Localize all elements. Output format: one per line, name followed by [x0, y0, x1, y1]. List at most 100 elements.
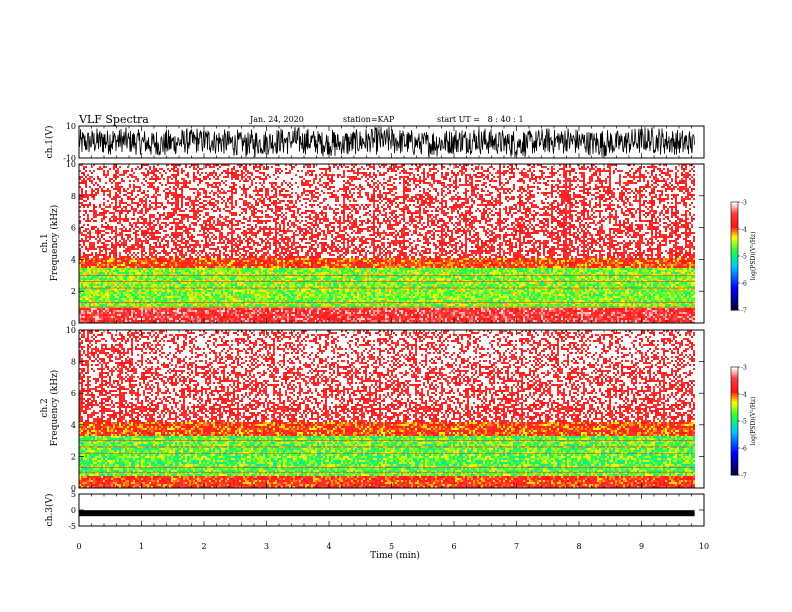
spectrogram-cell: [193, 210, 195, 212]
spectrogram-cell: [219, 296, 221, 298]
spectrogram-cell: [181, 298, 183, 300]
spectrogram-cell: [235, 286, 237, 288]
spectrogram-cell: [231, 198, 233, 200]
spectrogram-cell: [205, 314, 207, 316]
spectrogram-cell: [175, 208, 177, 210]
spectrogram-cell: [195, 168, 197, 170]
spectrogram-cell: [131, 206, 133, 208]
spectrogram-cell: [129, 266, 131, 268]
spectrogram-cell: [97, 214, 99, 216]
spectrogram-cell: [197, 172, 199, 174]
spectrogram-cell: [233, 238, 235, 240]
spectrogram-cell: [135, 240, 137, 242]
spectrogram-cell: [237, 246, 239, 248]
spectrogram-cell: [137, 226, 139, 228]
spectrogram-cell: [125, 286, 127, 288]
spectrogram-cell: [237, 240, 239, 242]
spectrogram-cell: [95, 278, 97, 280]
spectrogram-cell: [177, 240, 179, 242]
spectrogram-cell: [165, 206, 167, 208]
spectrogram-cell: [169, 252, 171, 254]
spectrogram-cell: [221, 242, 223, 244]
spectrogram-cell: [137, 268, 139, 270]
spectrogram-cell: [167, 296, 169, 298]
spectrogram-cell: [137, 246, 139, 248]
spectrogram-cell: [245, 218, 247, 220]
spectrogram-cell: [221, 266, 223, 268]
spectrogram-cell: [181, 278, 183, 280]
spectrogram-cell: [201, 298, 203, 300]
spectrogram-cell: [163, 268, 165, 270]
spectrogram-cell: [129, 284, 131, 286]
spectrogram-cell: [149, 246, 151, 248]
spectrogram-cell: [105, 212, 107, 214]
spectrogram-cell: [175, 242, 177, 244]
spectrogram-cell: [127, 212, 129, 214]
spectrogram-cell: [219, 216, 221, 218]
spectrogram-cell: [129, 204, 131, 206]
spectrogram-cell: [211, 232, 213, 234]
spectrogram-cell: [145, 312, 147, 314]
spectrogram-cell: [249, 262, 251, 264]
spectrogram-cell: [131, 170, 133, 172]
spectrogram-cell: [155, 308, 157, 310]
spectrogram-cell: [219, 304, 221, 306]
spectrogram-cell: [225, 202, 227, 204]
spectrogram-cell: [197, 234, 199, 236]
spectrogram-cell: [181, 218, 183, 220]
spectrogram-cell: [181, 258, 183, 260]
spectrogram-cell: [201, 304, 203, 306]
spectrogram-cell: [137, 298, 139, 300]
spectrogram-cell: [125, 296, 127, 298]
spectrogram-cell: [119, 318, 121, 320]
spectrogram-cell: [87, 308, 89, 310]
spectrogram-cell: [163, 308, 165, 310]
spectrogram-cell: [227, 286, 229, 288]
spectrogram-cell: [193, 304, 195, 306]
spectrogram-cell: [117, 308, 119, 310]
spectrogram-cell: [203, 316, 205, 318]
spectrogram-cell: [243, 310, 245, 312]
spectrogram-cell: [185, 242, 187, 244]
spectrogram-cell: [181, 270, 183, 272]
spectrogram-cell: [197, 316, 199, 318]
spectrogram-cell: [85, 296, 87, 298]
spectrogram-cell: [215, 286, 217, 288]
spectrogram-cell: [219, 266, 221, 268]
spectrogram-cell: [141, 268, 143, 270]
spectrogram-cell: [147, 208, 149, 210]
spectrogram-cell: [145, 276, 147, 278]
spectrogram-cell: [165, 312, 167, 314]
spectrogram-cell: [231, 286, 233, 288]
spectrogram-cell: [93, 292, 95, 294]
spectrogram-cell: [247, 244, 249, 246]
spectrogram-cell: [245, 166, 247, 168]
spectrogram-cell: [131, 238, 133, 240]
spectrogram-cell: [121, 286, 123, 288]
spectrogram-cell: [113, 292, 115, 294]
spectrogram-cell: [229, 260, 231, 262]
spectrogram-cell: [183, 258, 185, 260]
spectrogram-cell: [81, 310, 83, 312]
spectrogram-cell: [83, 282, 85, 284]
spectrogram-cell: [239, 268, 241, 270]
spectrogram-cell: [219, 270, 221, 272]
spectrogram-cell: [133, 184, 135, 186]
spectrogram-cell: [235, 266, 237, 268]
spectrogram-cell: [213, 228, 215, 230]
spectrogram-cell: [201, 226, 203, 228]
spectrogram-cell: [117, 292, 119, 294]
spectrogram-cell: [135, 264, 137, 266]
spectrogram-cell: [83, 234, 85, 236]
spectrogram-cell: [141, 316, 143, 318]
spectrogram-cell: [181, 236, 183, 238]
spectrogram-cell: [195, 292, 197, 294]
spectrogram-cell: [111, 232, 113, 234]
spectrogram-cell: [151, 236, 153, 238]
spectrogram-cell: [115, 240, 117, 242]
spectrogram-cell: [123, 218, 125, 220]
spectrogram-cell: [125, 284, 127, 286]
spectrogram-cell: [183, 292, 185, 294]
spectrogram-cell: [81, 292, 83, 294]
spectrogram-cell: [201, 202, 203, 204]
